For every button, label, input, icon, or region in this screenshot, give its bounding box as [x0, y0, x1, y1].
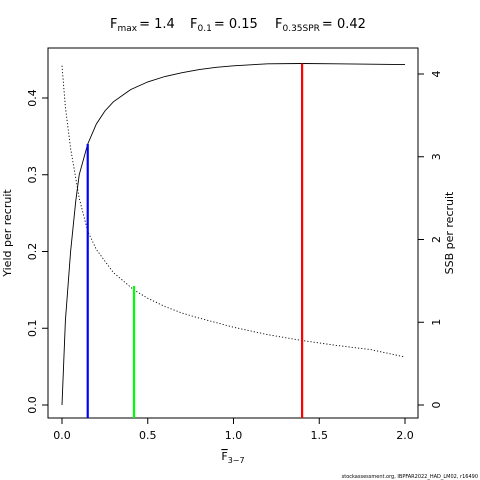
y-right-axis: 0 1 2 3 4	[418, 71, 443, 409]
plot-frame	[47, 47, 419, 419]
y-left-tick-label-3: 0.3	[26, 166, 39, 184]
y-left-tick-label-1: 0.1	[26, 320, 39, 338]
x-tick-label-3: 1.5	[311, 429, 329, 442]
x-tick-label-4: 2.0	[396, 429, 414, 442]
x-tick-label-0: 0.0	[53, 429, 71, 442]
chart-title: Fmax = 1.4 F0.1 = 0.15 F0.35SPR = 0.42	[110, 17, 366, 34]
x-tick-label-2: 1.0	[225, 429, 243, 442]
fspr-title: F0.35SPR = 0.42	[275, 17, 366, 34]
reference-lines	[86, 63, 304, 418]
y-left-tick-label-2: 0.2	[26, 243, 39, 261]
series-layer	[61, 63, 406, 406]
y-left-tick-label-4: 0.4	[26, 89, 39, 107]
x-axis-label: F3−7	[221, 450, 244, 465]
fmax-title: Fmax = 1.4	[110, 17, 175, 34]
y-right-axis-label: SSB per recruit	[443, 191, 456, 274]
y-left-tick-label-0: 0.0	[26, 396, 39, 414]
x-tick-label-1: 0.5	[139, 429, 157, 442]
x-axis: 0.0 0.5 1.0 1.5 2.0	[53, 418, 414, 442]
y-right-tick-label-4: 4	[430, 71, 443, 78]
y-right-tick-label-2: 2	[430, 236, 443, 243]
y-left-axis-label: Yield per recruit	[1, 189, 14, 278]
ssb-per-recruit-line	[61, 65, 406, 358]
y-right-tick-label-1: 1	[430, 319, 443, 326]
footnote: stockassessment.org, IBPFAR2022_HAD_LM02…	[342, 474, 478, 480]
y-right-tick-label-0: 0	[430, 402, 443, 409]
yield-per-recruit-line	[61, 63, 406, 406]
y-left-axis: 0.0 0.1 0.2 0.3 0.4	[26, 89, 48, 414]
y-right-tick-label-3: 3	[430, 153, 443, 160]
f01-title: F0.1 = 0.15	[190, 17, 258, 34]
